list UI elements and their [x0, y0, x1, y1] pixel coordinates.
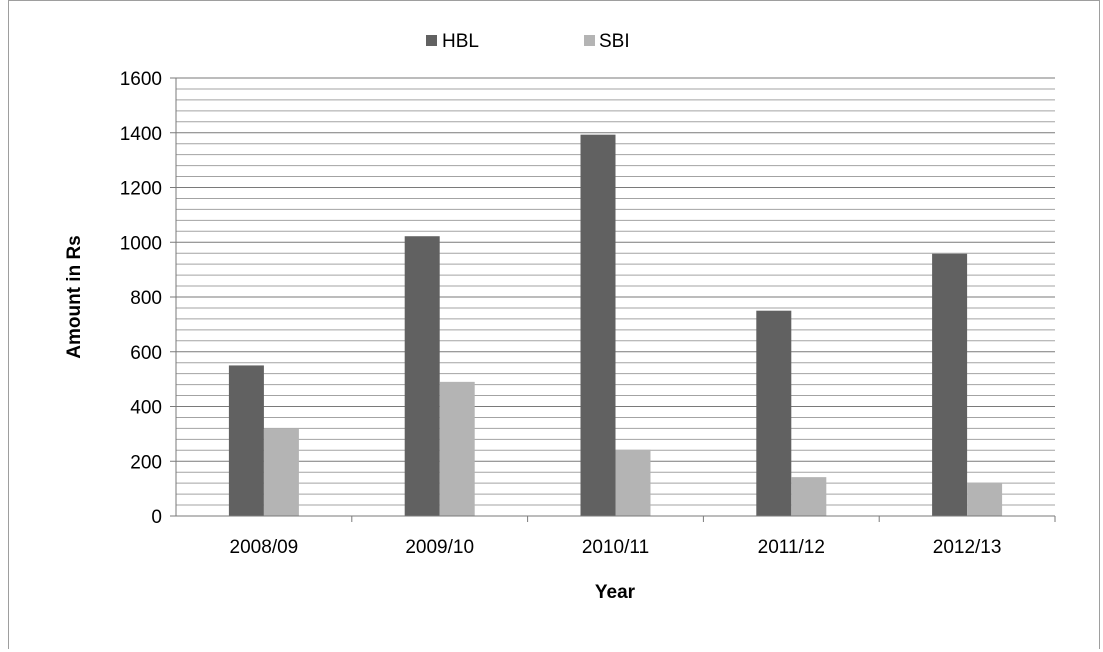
- x-tick-label: 2010/11: [582, 537, 649, 558]
- y-tick-label: 400: [130, 398, 162, 419]
- bar-hbl-2012-13: [932, 253, 968, 516]
- legend-swatch-hbl: [426, 35, 437, 46]
- bar-sbi-2009-10: [439, 381, 475, 516]
- bar-sbi-2011-12: [791, 477, 827, 516]
- y-tick-labels: 0 200 400 600 800 1000 1200 1400 1600: [120, 69, 162, 528]
- x-tick-labels: 2008/09 2009/10 2010/11 2011/12 2012/13: [230, 537, 1002, 558]
- bar-hbl-2009-10: [404, 236, 440, 517]
- bar-sbi-2008-09: [263, 428, 299, 516]
- legend-label-sbi: SBI: [599, 31, 630, 52]
- legend-swatch-sbi: [584, 35, 595, 46]
- x-tick-label: 2011/12: [758, 537, 825, 558]
- y-tick-label: 1400: [120, 124, 162, 145]
- legend: HBL SBI: [426, 31, 630, 52]
- y-tick-label: 1000: [120, 233, 162, 254]
- x-axis-title: Year: [595, 582, 636, 603]
- y-tick-label: 600: [130, 343, 162, 364]
- axes: [170, 77, 1056, 522]
- y-tick-label: 0: [151, 507, 162, 528]
- x-tick-label: 2009/10: [405, 537, 474, 558]
- x-tick-label: 2008/09: [230, 537, 299, 558]
- bar-sbi-2010-11: [615, 449, 651, 516]
- chart-frame: [8, 0, 1100, 649]
- bar-sbi-2012-13: [967, 482, 1003, 516]
- bar-hbl-2010-11: [580, 134, 616, 516]
- y-tick-label: 800: [130, 288, 162, 309]
- legend-label-hbl: HBL: [442, 31, 479, 52]
- y-axis-title: Amount in Rs: [64, 235, 85, 359]
- bar-hbl-2011-12: [756, 310, 792, 516]
- bars: [228, 134, 1003, 517]
- x-tick-label: 2012/13: [933, 537, 1002, 558]
- bar-hbl-2008-09: [228, 365, 264, 516]
- y-tick-label: 200: [130, 452, 162, 473]
- y-tick-label: 1600: [120, 69, 162, 90]
- y-tick-label: 1200: [120, 179, 162, 200]
